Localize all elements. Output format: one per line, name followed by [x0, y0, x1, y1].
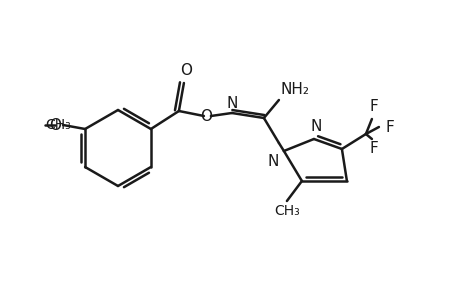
Text: N: N — [226, 96, 237, 111]
Text: F: F — [369, 99, 377, 114]
Text: CH₃: CH₃ — [45, 118, 71, 132]
Text: F: F — [385, 119, 394, 134]
Text: N: N — [309, 119, 321, 134]
Text: CH₃: CH₃ — [274, 204, 299, 218]
Text: O: O — [179, 63, 191, 78]
Text: F: F — [369, 141, 377, 156]
Text: N: N — [267, 154, 278, 169]
Text: NH₂: NH₂ — [280, 82, 309, 97]
Text: O: O — [200, 109, 212, 124]
Text: O: O — [49, 118, 61, 133]
